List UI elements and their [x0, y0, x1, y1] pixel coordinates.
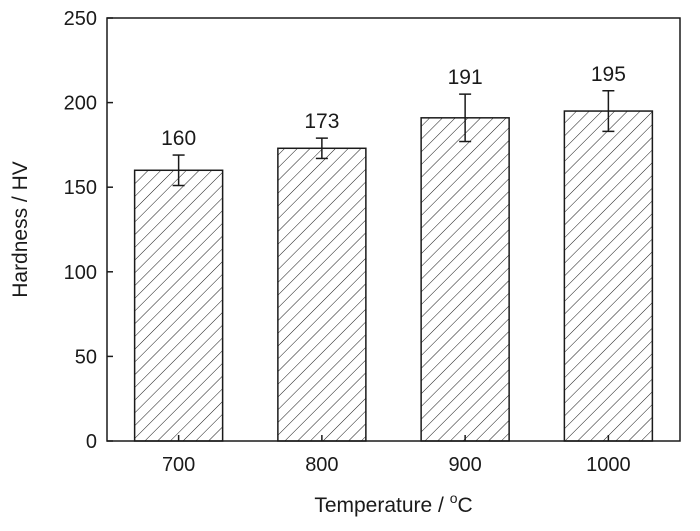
y-tick-label-150: 150	[64, 177, 97, 199]
bar-1000	[563, 110, 654, 442]
bar-700	[133, 169, 224, 442]
x-axis-label: Temperature / oC	[314, 490, 472, 517]
x-tick-label-700: 700	[162, 454, 195, 476]
x-tick-label-1000: 1000	[586, 454, 631, 476]
data-label-700: 160	[161, 127, 196, 150]
x-axis-ticks: 700 800 900 1000	[162, 435, 631, 476]
y-axis-label: Hardness / HV	[9, 161, 32, 298]
x-tick-label-900: 900	[448, 454, 481, 476]
x-axis-label-text: Temperature /	[314, 494, 449, 517]
bar-900	[420, 117, 510, 442]
y-tick-label-0: 0	[86, 431, 97, 453]
x-tick-label-800: 800	[305, 454, 338, 476]
x-axis-label-unit: C	[458, 494, 473, 517]
bars-layer	[133, 110, 654, 442]
y-tick-label-50: 50	[75, 346, 97, 368]
data-label-800: 173	[304, 110, 339, 133]
data-label-1000: 195	[591, 63, 626, 86]
data-label-900: 191	[448, 66, 483, 89]
x-axis-label-degree: o	[450, 490, 458, 506]
y-tick-label-200: 200	[64, 93, 97, 115]
y-tick-label-100: 100	[64, 262, 97, 284]
error-bars-layer	[172, 90, 615, 187]
y-tick-label-250: 250	[64, 8, 97, 30]
bar-800	[277, 147, 367, 442]
plot-frame	[106, 17, 681, 442]
data-labels-layer: 160 173 191 195	[161, 63, 626, 150]
y-axis-ticks: 0 50 100 150 200 250	[64, 8, 113, 453]
